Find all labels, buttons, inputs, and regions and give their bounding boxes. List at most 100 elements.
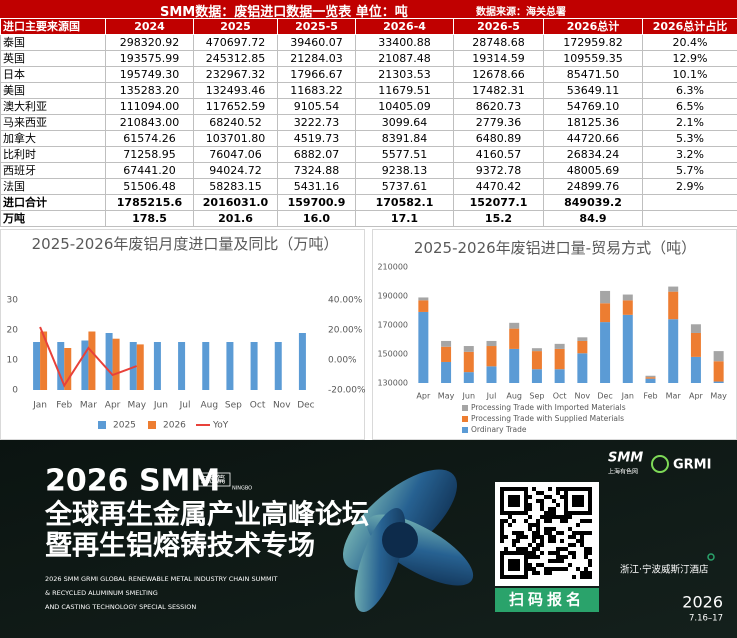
qr-module xyxy=(544,519,548,523)
bar xyxy=(57,342,65,390)
qr-module xyxy=(548,559,552,563)
qr-module xyxy=(544,571,548,575)
qr-module xyxy=(580,575,584,579)
qr-module xyxy=(572,531,576,535)
legend-label: YoY xyxy=(212,421,229,431)
qr-module xyxy=(564,567,568,571)
bar xyxy=(202,342,210,390)
table-cell: 5737.61 xyxy=(355,178,454,195)
bar-segment xyxy=(600,303,611,323)
bar-segment xyxy=(486,340,497,347)
legend-label: 2025 xyxy=(113,421,136,431)
table-cell: 245312.85 xyxy=(193,50,278,67)
table-cell: 21284.03 xyxy=(277,50,356,67)
qr-module xyxy=(536,555,540,559)
x-tick-label: Sep xyxy=(529,392,544,401)
bar xyxy=(33,342,41,390)
qr-module xyxy=(536,535,540,539)
table-cell: 法国 xyxy=(0,178,106,195)
table-cell: 7324.88 xyxy=(277,162,356,179)
y-tick-label: 20 xyxy=(7,326,19,336)
bar-segment xyxy=(668,286,679,292)
edition: 宁波篇 xyxy=(198,474,225,486)
column-header: 2026总计占比 xyxy=(642,18,737,35)
qr-module xyxy=(500,531,504,535)
bar-segment xyxy=(577,353,588,383)
qr-module xyxy=(520,535,524,539)
qr-module xyxy=(536,571,540,575)
qr-module xyxy=(548,531,552,535)
qr-module xyxy=(540,503,544,507)
bar xyxy=(88,331,96,390)
qr-module xyxy=(568,535,572,539)
swirl-art xyxy=(343,469,474,613)
qr-module xyxy=(544,567,548,571)
table-cell: 135283.20 xyxy=(105,82,194,99)
qr-module xyxy=(552,499,556,503)
table-cell: 2016031.0 xyxy=(193,194,278,211)
qr-module xyxy=(560,547,564,551)
table-row: 澳大利亚 111094.00 117652.59 9105.54 10405.09 862… xyxy=(0,98,737,115)
column-header: 2024 xyxy=(105,18,194,35)
bar xyxy=(129,342,137,390)
table-cell: 109559.35 xyxy=(543,50,643,67)
table-cell xyxy=(642,194,737,211)
cta-box[interactable] xyxy=(495,588,599,612)
x-tick-label: Aug xyxy=(200,401,218,411)
qr-module xyxy=(512,543,516,547)
qr-module xyxy=(552,567,556,571)
qr-module xyxy=(556,567,560,571)
qr-module xyxy=(528,523,532,527)
qr-module xyxy=(588,559,592,563)
table-cell: 178.5 xyxy=(105,210,194,227)
qr-module xyxy=(588,551,592,555)
qr-module xyxy=(508,515,512,519)
qr-module xyxy=(516,539,520,543)
table-cell: 9238.13 xyxy=(355,162,454,179)
table-cell: 76047.06 xyxy=(193,146,278,163)
table-row: 西班牙 67441.20 94024.72 7324.88 9238.13 9372.78… xyxy=(0,162,737,179)
table-cell: 英国 xyxy=(0,50,106,67)
line-series xyxy=(39,326,138,388)
qr-module xyxy=(528,551,532,555)
qr-module xyxy=(584,567,588,571)
table-cell: 298320.92 xyxy=(105,34,194,51)
chart-title-box: 2025-2026年废铝月度进口量及同比（万吨） xyxy=(32,235,339,253)
table-cell: 5577.51 xyxy=(355,146,454,163)
location-icon xyxy=(707,553,715,561)
qr-module xyxy=(500,523,504,527)
table-cell: 18125.36 xyxy=(543,114,643,131)
x-tick-label: Nov xyxy=(575,392,591,401)
bar-segment xyxy=(645,375,656,378)
bar-segment xyxy=(509,348,520,383)
chart-title: 2025-2026年废铝进口量-贸易方式（吨） xyxy=(413,239,697,257)
table-cell: 232967.32 xyxy=(193,66,278,83)
table-cell: 195749.30 xyxy=(105,66,194,83)
cta-label[interactable]: 扫码报名 xyxy=(509,591,585,609)
y-tick-label: 170000 xyxy=(377,321,408,330)
table-cell: 澳大利亚 xyxy=(0,98,106,115)
table-row: 法国 51506.48 58283.15 5431.16 5737.61 4470.42 2… xyxy=(0,178,737,195)
bar-segment xyxy=(441,340,452,347)
qr-module xyxy=(516,535,520,539)
table-cell: 68240.52 xyxy=(193,114,278,131)
table-cell: 33400.88 xyxy=(355,34,454,51)
y-tick-label: 190000 xyxy=(377,292,408,301)
table-row: 进口合计 1785215.6 2016031.0 159700.9 170582.1 15… xyxy=(0,194,737,211)
bar xyxy=(40,331,48,390)
qr-module xyxy=(556,487,560,491)
x-tick-label: Jul xyxy=(179,401,191,411)
table-cell: 132493.46 xyxy=(193,82,278,99)
qr-module xyxy=(560,487,564,491)
table-cell: 8620.73 xyxy=(453,98,544,115)
qr-module xyxy=(552,515,556,519)
table-cell: 6480.89 xyxy=(453,130,544,147)
qr-module xyxy=(544,495,548,499)
qr-module xyxy=(568,543,572,547)
table-cell: 5.3% xyxy=(642,130,737,147)
qr-module xyxy=(584,547,588,551)
qr-module xyxy=(536,543,540,547)
qr-module xyxy=(588,519,592,523)
legend-label: 2026 xyxy=(163,421,186,431)
x-tick-label: Dec xyxy=(597,392,612,401)
